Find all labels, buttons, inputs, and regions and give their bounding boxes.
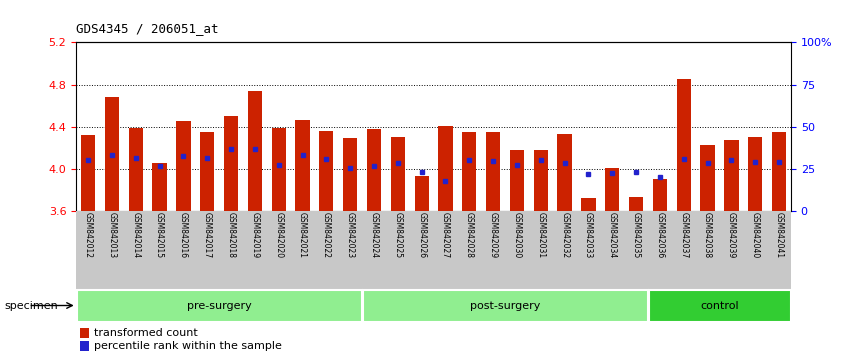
Text: GSM842016: GSM842016 xyxy=(179,212,188,258)
Bar xyxy=(295,120,310,211)
Bar xyxy=(272,127,286,211)
Bar xyxy=(224,116,239,211)
Text: GSM842028: GSM842028 xyxy=(464,212,474,258)
Bar xyxy=(415,176,429,211)
Bar xyxy=(129,127,143,211)
Text: specimen: specimen xyxy=(4,301,58,311)
Text: GSM842037: GSM842037 xyxy=(679,212,689,258)
Text: GSM842026: GSM842026 xyxy=(417,212,426,258)
Bar xyxy=(700,145,715,211)
Text: GSM842015: GSM842015 xyxy=(155,212,164,258)
Text: GSM842035: GSM842035 xyxy=(632,212,640,258)
Bar xyxy=(605,167,619,211)
Bar xyxy=(438,126,453,211)
Text: GSM842031: GSM842031 xyxy=(536,212,546,258)
Text: GSM842024: GSM842024 xyxy=(370,212,378,258)
Bar xyxy=(343,138,357,211)
Bar xyxy=(462,132,476,211)
Bar xyxy=(176,121,190,211)
Text: GSM842040: GSM842040 xyxy=(750,212,760,258)
Bar xyxy=(391,137,405,211)
Bar xyxy=(80,341,89,351)
Text: GSM842021: GSM842021 xyxy=(298,212,307,258)
Text: GSM842041: GSM842041 xyxy=(775,212,783,258)
Text: GSM842019: GSM842019 xyxy=(250,212,260,258)
Text: pre-surgery: pre-surgery xyxy=(187,301,251,310)
Text: GSM842013: GSM842013 xyxy=(107,212,117,258)
Bar xyxy=(152,163,167,211)
Text: GSM842039: GSM842039 xyxy=(727,212,736,258)
Text: percentile rank within the sample: percentile rank within the sample xyxy=(94,341,282,351)
Text: GSM842018: GSM842018 xyxy=(227,212,235,258)
Bar xyxy=(486,132,500,211)
Text: GSM842027: GSM842027 xyxy=(441,212,450,258)
Text: control: control xyxy=(700,301,739,310)
Text: GSM842025: GSM842025 xyxy=(393,212,403,258)
Text: GSM842033: GSM842033 xyxy=(584,212,593,258)
Text: GSM842030: GSM842030 xyxy=(513,212,521,258)
Text: transformed count: transformed count xyxy=(94,328,198,338)
Text: GSM842029: GSM842029 xyxy=(489,212,497,258)
FancyBboxPatch shape xyxy=(363,290,647,322)
Bar xyxy=(367,129,382,211)
Text: GSM842014: GSM842014 xyxy=(131,212,140,258)
Bar xyxy=(581,198,596,211)
Text: GDS4345 / 206051_at: GDS4345 / 206051_at xyxy=(76,22,218,35)
Bar xyxy=(510,150,525,211)
Bar xyxy=(105,97,119,211)
Bar xyxy=(558,134,572,211)
Bar xyxy=(772,132,786,211)
Text: GSM842022: GSM842022 xyxy=(321,212,331,258)
FancyBboxPatch shape xyxy=(77,290,361,322)
Bar xyxy=(724,140,739,211)
Bar xyxy=(653,179,667,211)
Text: GSM842034: GSM842034 xyxy=(607,212,617,258)
Text: post-surgery: post-surgery xyxy=(470,301,541,310)
Bar xyxy=(248,91,262,211)
Bar xyxy=(677,79,691,211)
Bar xyxy=(534,150,548,211)
Text: GSM842038: GSM842038 xyxy=(703,212,712,258)
Bar xyxy=(629,197,643,211)
Bar xyxy=(319,131,333,211)
Text: GSM842032: GSM842032 xyxy=(560,212,569,258)
Bar xyxy=(80,328,89,338)
Text: GSM842036: GSM842036 xyxy=(656,212,664,258)
Text: GSM842017: GSM842017 xyxy=(203,212,212,258)
Text: GSM842020: GSM842020 xyxy=(274,212,283,258)
Text: GSM842023: GSM842023 xyxy=(346,212,354,258)
Bar xyxy=(748,137,762,211)
FancyBboxPatch shape xyxy=(649,290,790,322)
Bar xyxy=(200,132,214,211)
Bar xyxy=(81,135,96,211)
Text: GSM842012: GSM842012 xyxy=(84,212,92,258)
